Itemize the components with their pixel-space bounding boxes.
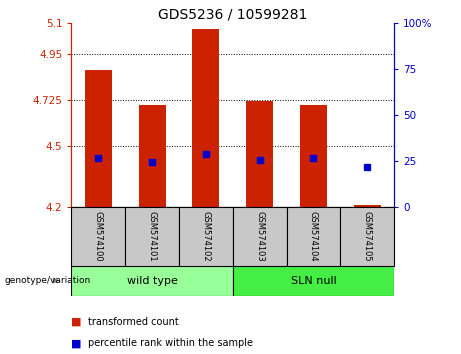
Text: GSM574102: GSM574102	[201, 211, 210, 262]
Text: SLN null: SLN null	[290, 275, 337, 286]
Bar	[354, 205, 381, 207]
Text: ■: ■	[71, 317, 82, 327]
Text: GSM574103: GSM574103	[255, 211, 264, 262]
Text: GSM574105: GSM574105	[363, 211, 372, 262]
Text: GSM574101: GSM574101	[148, 211, 157, 262]
Text: GSM574104: GSM574104	[309, 211, 318, 262]
Bar	[287, 207, 340, 266]
Bar	[71, 266, 233, 296]
Text: genotype/variation: genotype/variation	[5, 276, 91, 285]
Bar	[233, 266, 394, 296]
Bar	[85, 70, 112, 207]
Bar	[233, 207, 287, 266]
Bar	[71, 207, 125, 266]
Bar	[125, 207, 179, 266]
Bar	[193, 29, 219, 207]
Title: GDS5236 / 10599281: GDS5236 / 10599281	[158, 8, 307, 22]
Bar	[179, 207, 233, 266]
Bar	[139, 105, 165, 207]
Bar	[300, 105, 327, 207]
Text: wild type: wild type	[127, 275, 177, 286]
Bar	[340, 207, 394, 266]
Text: GSM574100: GSM574100	[94, 211, 103, 262]
Text: transformed count: transformed count	[88, 317, 178, 327]
Text: percentile rank within the sample: percentile rank within the sample	[88, 338, 253, 348]
Text: ■: ■	[71, 338, 82, 348]
Bar	[246, 101, 273, 207]
